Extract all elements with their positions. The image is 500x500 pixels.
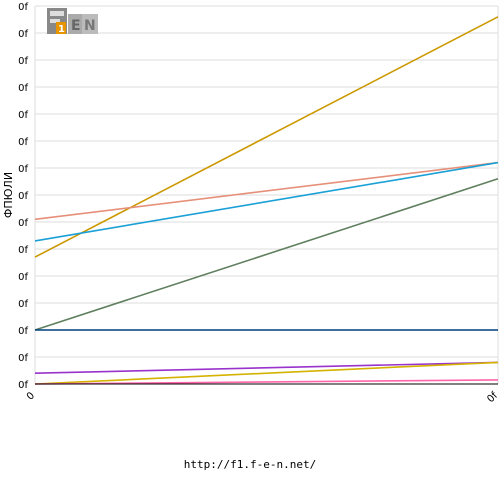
series-line-7 bbox=[34, 361, 499, 385]
series-lines bbox=[34, 16, 499, 385]
series-line-4 bbox=[34, 178, 499, 331]
y-tick-label: 0f bbox=[18, 83, 28, 94]
y-tick-label: 0f bbox=[18, 272, 28, 283]
logo: 1 E N bbox=[47, 8, 98, 35]
y-tick-label: 0f bbox=[18, 218, 28, 229]
x-tick-labels: 0 0f bbox=[25, 390, 500, 405]
footer-url[interactable]: http://f1.f-e-n.net/ bbox=[183, 458, 317, 471]
x-tick-label: 0f bbox=[485, 390, 500, 405]
series-line-2 bbox=[34, 161, 499, 221]
series-line-6 bbox=[34, 361, 499, 374]
series-line-3 bbox=[34, 161, 499, 242]
y-tick-label: 0f bbox=[18, 380, 28, 391]
svg-text:1: 1 bbox=[58, 24, 65, 35]
y-axis-label: ФПЮЛИ bbox=[2, 172, 15, 218]
x-tick-label: 0 bbox=[25, 390, 37, 402]
y-tick-label: 0f bbox=[18, 164, 28, 175]
series-line-1 bbox=[34, 16, 499, 258]
y-tick-label: 0f bbox=[18, 326, 28, 337]
y-tick-label: 0f bbox=[18, 353, 28, 364]
y-tick-label: 0f bbox=[18, 2, 28, 13]
y-tick-label: 0f bbox=[18, 245, 28, 256]
y-tick-labels: 0f 0f 0f 0f 0f 0f 0f 0f 0f 0f 0f 0f 0f 0f 0f bbox=[18, 2, 28, 391]
grid-lines bbox=[34, 5, 499, 385]
y-tick-label: 0f bbox=[18, 29, 28, 40]
y-tick-label: 0f bbox=[18, 191, 28, 202]
y-tick-label: 0f bbox=[18, 137, 28, 148]
y-tick-label: 0f bbox=[18, 56, 28, 67]
svg-text:E: E bbox=[71, 18, 81, 34]
series-line-8 bbox=[34, 379, 499, 385]
y-tick-label: 0f bbox=[18, 110, 28, 121]
svg-text:N: N bbox=[84, 18, 96, 34]
y-tick-label: 0f bbox=[18, 299, 28, 310]
